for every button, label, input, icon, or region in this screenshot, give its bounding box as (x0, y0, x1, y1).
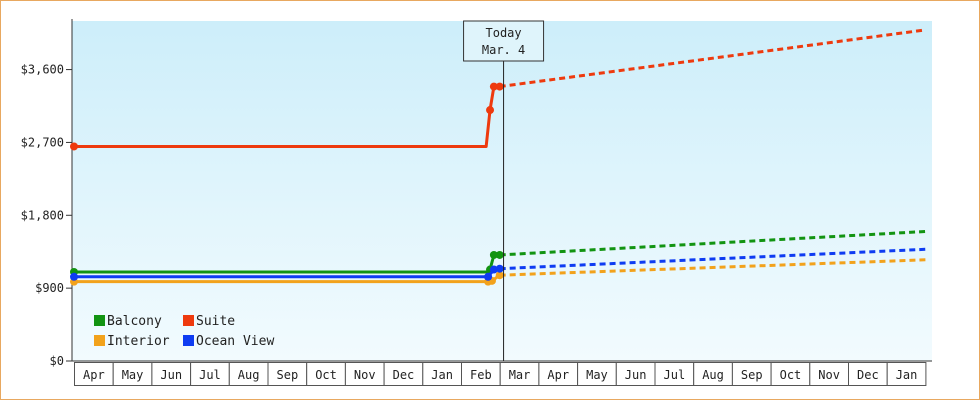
data-point (495, 82, 504, 91)
today-date: Mar. 4 (482, 43, 525, 57)
x-tick-label: Aug (238, 368, 260, 382)
x-tick-label: May (586, 368, 608, 382)
x-tick-label: Dec (393, 368, 415, 382)
today-box (463, 20, 545, 62)
x-tick-label: Jun (625, 368, 647, 382)
y-tick-label: $900 (35, 281, 64, 295)
x-tick-label: Jul (199, 368, 221, 382)
legend-swatch (183, 335, 194, 346)
x-tick-label: Sep (741, 368, 763, 382)
x-tick-label: Jul (664, 368, 686, 382)
x-tick-label: Oct (780, 368, 802, 382)
y-tick-label: $2,700 (21, 135, 64, 149)
series-forecast-line (499, 247, 926, 271)
today-marker: Today Mar. 4 (463, 20, 545, 361)
legend-label: Balcony (107, 314, 162, 329)
x-tick-label: Sep (277, 368, 299, 382)
x-tick-label: Jan (896, 368, 918, 382)
series-layer (70, 28, 926, 286)
series-forecast-line (499, 229, 926, 257)
plot-area (72, 21, 932, 361)
x-axis: Apr May Jun Jul Aug Sep Oct Nov Dec Jan Feb Mar Apr M… (72, 360, 932, 386)
data-point (70, 272, 78, 281)
x-tick-label: Nov (818, 368, 840, 382)
x-tick-label: Jun (160, 368, 182, 382)
data-point (484, 272, 493, 281)
series-forecast-line (499, 258, 926, 277)
y-tick-label: $0 (50, 354, 64, 368)
legend-label: Ocean View (196, 334, 274, 349)
legend-label: Suite (196, 314, 235, 329)
data-point (70, 142, 78, 151)
today-label: Today (486, 26, 522, 40)
data-point (495, 264, 504, 273)
data-point (486, 106, 495, 115)
x-tick-label: Apr (547, 368, 569, 382)
legend-swatch (183, 315, 194, 326)
legend-swatch (94, 335, 105, 346)
series-forecast-line (499, 28, 926, 89)
x-tick-label: Aug (702, 368, 724, 382)
month-box (886, 362, 927, 386)
y-axis: $0 $900 $1,800 $2,700 $3,600 (21, 19, 73, 368)
legend-swatch (94, 315, 105, 326)
data-point (489, 250, 498, 259)
data-point (489, 82, 498, 91)
x-tick-label: Jan (431, 368, 453, 382)
x-tick-label: Apr (83, 368, 105, 382)
data-point (495, 250, 504, 259)
legend-label: Interior (107, 334, 170, 349)
legend: Balcony Suite Interior Ocean View (94, 314, 274, 349)
y-tick-label: $1,800 (21, 208, 64, 222)
x-tick-label: Oct (315, 368, 337, 382)
x-tick-label: Mar (509, 368, 531, 382)
x-tick-label: May (122, 368, 144, 382)
x-tick-label: Nov (354, 368, 376, 382)
y-tick-label: $3,600 (21, 63, 64, 77)
x-tick-label: Feb (470, 368, 492, 382)
data-point (495, 271, 504, 280)
x-tick-label: Dec (857, 368, 879, 382)
